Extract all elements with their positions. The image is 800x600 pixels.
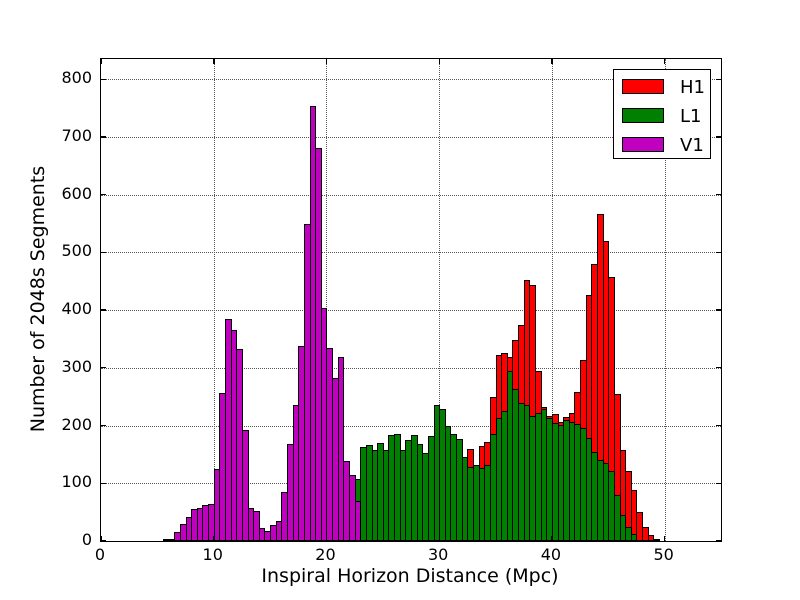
y-tick-label: 500 [61,241,92,261]
y-tick-mark [101,194,106,196]
y-tick-mark [716,424,721,427]
y-tick-mark [716,367,721,369]
legend-label-h1: H1 [680,77,705,98]
y-tick-mark [716,251,721,254]
x-tick-label: 50 [653,545,674,564]
ticks-layer [100,59,721,542]
histogram-bar-v1 [354,500,362,541]
x-tick-mark [438,59,440,64]
x-tick-mark [213,536,215,541]
y-tick-label: 0 [81,530,92,549]
x-tick-mark [100,536,102,541]
y-axis-label: Number of 2048s Segments [27,165,49,433]
y-tick-mark [101,136,106,138]
y-gridline [101,425,721,427]
histogram-bar-l1 [625,526,632,541]
y-tick-mark [101,367,106,369]
histogram-bar-v1 [337,357,345,541]
y-tick-label: 700 [61,125,92,145]
legend-label-v1: V1 [680,135,704,156]
x-tick-mark [664,59,666,64]
x-tick-mark [100,59,102,64]
x-tick-label: 0 [94,545,106,564]
y-gridline [101,367,721,369]
y-tick-label: 600 [61,183,92,203]
y-tick-label: 800 [61,68,92,88]
x-gridline [551,59,553,541]
x-gridline [213,59,215,541]
histogram-bar-h1 [636,512,644,541]
y-tick-mark [716,194,721,196]
legend-label-l1: L1 [680,106,702,127]
y-tick-mark [101,424,106,427]
legend-swatch-v1 [622,137,664,152]
legend: H1 L1 V1 [613,69,711,159]
x-gridline [664,59,666,541]
y-tick-label: 300 [61,356,92,376]
y-gridline [101,252,721,254]
histogram-bar-h1 [647,535,655,541]
histogram-bar-l1 [630,534,638,541]
y-tick-mark [101,251,106,254]
x-tick-mark [664,536,666,541]
x-tick-label: 40 [540,545,562,564]
x-tick-mark [325,536,328,541]
y-tick-mark [716,309,721,311]
y-tick-mark [716,482,721,484]
x-axis-label: Inspiral Horizon Distance (Mpc) [261,565,559,587]
x-tick-mark [551,536,553,541]
y-tick-mark [101,540,106,542]
legend-swatch-l1 [622,108,664,123]
x-tick-mark [551,59,553,64]
y-tick-label: 100 [61,472,92,492]
x-tick-label: 10 [202,545,223,564]
y-tick-mark [101,78,106,80]
y-tick-mark [101,482,106,484]
x-tick-label: 30 [427,545,449,564]
y-tick-mark [101,309,106,311]
y-tick-mark [716,136,721,138]
y-tick-mark [716,540,721,542]
y-tick-mark [716,78,721,80]
y-tick-label: 200 [61,414,92,434]
histogram-bar-h1 [642,527,649,541]
y-tick-label: 400 [61,299,92,319]
histogram-bar-v1 [241,430,249,541]
x-tick-label: 20 [315,545,336,564]
histogram-bar-v1 [253,510,260,541]
y-gridline [101,79,721,81]
y-gridline [101,194,721,196]
histogram-bar-h1 [653,539,660,541]
y-gridline [101,310,721,312]
x-tick-mark [213,59,215,64]
x-tick-mark [438,536,440,541]
bars-layer [101,59,721,541]
legend-swatch-h1 [622,79,664,94]
x-gridline [326,59,328,541]
x-gridline [439,59,441,541]
y-gridline [101,136,721,138]
x-tick-mark [325,59,328,64]
